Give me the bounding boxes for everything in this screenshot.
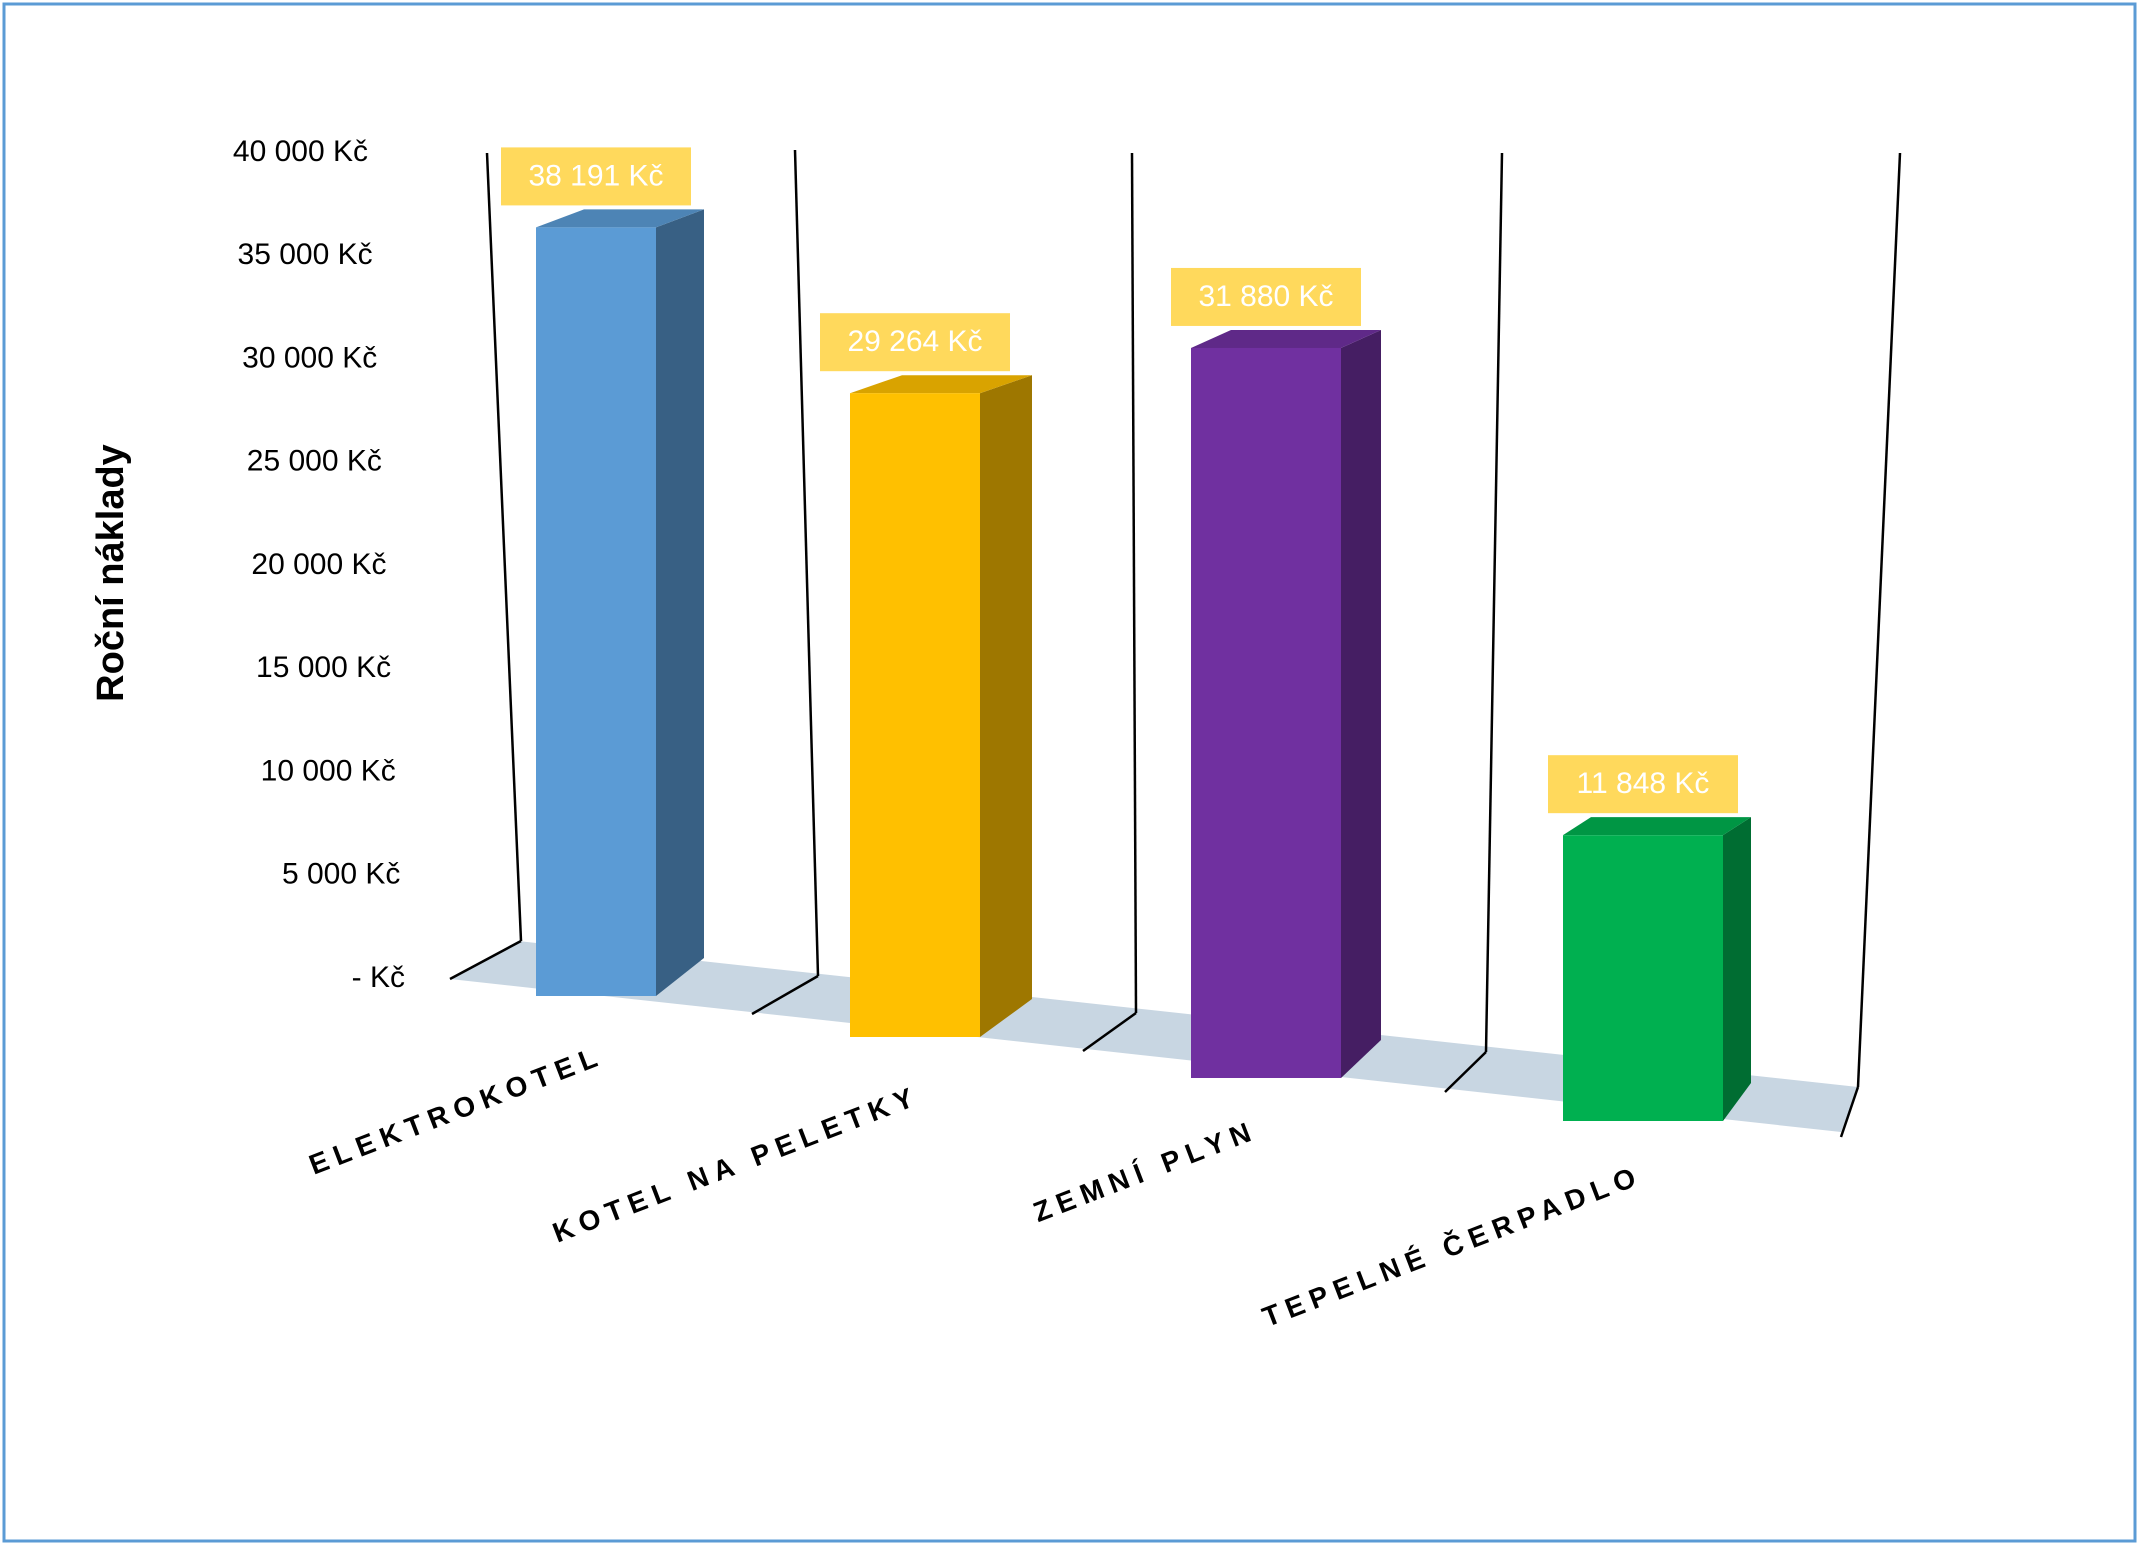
wall-line bbox=[485, 152, 523, 942]
bar-side bbox=[1341, 329, 1381, 1078]
y-tick-label: - Kč bbox=[352, 961, 405, 994]
bar-top bbox=[1563, 817, 1751, 836]
y-tick-label: 30 000 Kč bbox=[242, 341, 377, 374]
bar-side bbox=[656, 209, 704, 996]
y-tick-label: 40 000 Kč bbox=[233, 135, 368, 168]
bar-side bbox=[1723, 817, 1751, 1121]
y-axis-title: Roční náklady bbox=[90, 444, 132, 702]
value-label-box bbox=[1548, 755, 1738, 814]
floor-edge bbox=[1444, 1051, 1487, 1093]
floor-edge bbox=[1839, 1086, 1860, 1138]
y-tick-label: 20 000 Kč bbox=[251, 548, 386, 581]
wall-line bbox=[1484, 152, 1504, 1053]
bar-top bbox=[536, 209, 704, 228]
bar-top bbox=[850, 375, 1032, 394]
bar bbox=[850, 393, 980, 1037]
y-tick-label: 35 000 Kč bbox=[238, 238, 373, 271]
y-tick-label: 5 000 Kč bbox=[282, 858, 400, 891]
value-label-box bbox=[820, 313, 1010, 372]
wall-line bbox=[1130, 152, 1138, 1014]
value-label: 11 848 Kč bbox=[1577, 767, 1710, 800]
y-tick-label: 15 000 Kč bbox=[256, 651, 391, 684]
bar-side bbox=[980, 375, 1032, 1037]
value-label: 29 264 Kč bbox=[847, 325, 982, 358]
value-label: 38 191 Kč bbox=[528, 159, 663, 192]
floor bbox=[450, 941, 1858, 1132]
wall-line bbox=[1856, 152, 1902, 1088]
y-tick-label: 25 000 Kč bbox=[247, 445, 382, 478]
bar bbox=[1191, 347, 1341, 1078]
bar bbox=[1563, 835, 1723, 1121]
y-tick-label: 10 000 Kč bbox=[261, 754, 396, 787]
value-label-box bbox=[501, 147, 691, 206]
bar-top bbox=[1191, 329, 1381, 348]
bar bbox=[536, 227, 656, 996]
floor-edge bbox=[751, 974, 819, 1016]
floor-edge bbox=[449, 939, 522, 981]
value-label: 31 880 Kč bbox=[1198, 280, 1333, 313]
value-label-box bbox=[1171, 267, 1361, 326]
wall-line bbox=[793, 149, 820, 977]
floor-edge bbox=[1082, 1011, 1137, 1053]
walls bbox=[449, 149, 1902, 1138]
